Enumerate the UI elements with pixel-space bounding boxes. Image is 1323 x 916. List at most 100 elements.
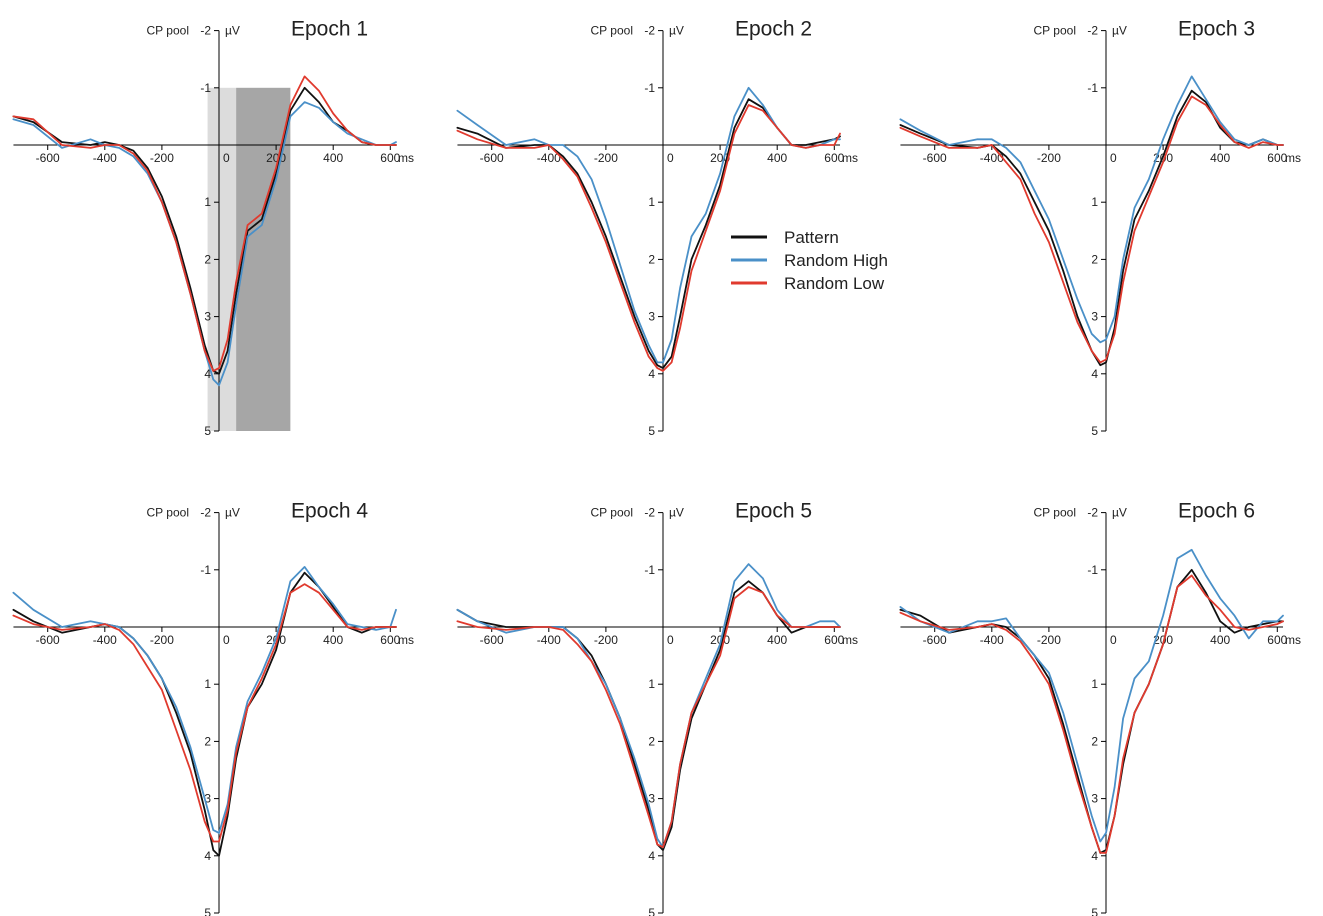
x-tick-label: -600 <box>923 151 947 165</box>
x-tick-label: 0 <box>223 151 230 165</box>
x-tick-label: 400 <box>323 151 343 165</box>
panel-title: Epoch 1 <box>291 18 368 41</box>
panel-title: Epoch 4 <box>291 500 368 523</box>
x-tick-label: -200 <box>150 151 174 165</box>
x-tick-label: 200 <box>266 151 286 165</box>
x-tick-label: -600 <box>923 633 947 647</box>
x-tick-label: -600 <box>480 633 504 647</box>
x-tick-label: -200 <box>1037 151 1061 165</box>
x-tick-label: 0 <box>667 151 674 165</box>
x-tick-label: 600 <box>824 633 844 647</box>
x-tick-label: -400 <box>93 151 117 165</box>
x-tick-label: -600 <box>36 151 60 165</box>
x-tick-label: -200 <box>594 151 618 165</box>
series-line-random-low <box>12 75 397 372</box>
y-tick-label: -2 <box>200 506 211 520</box>
y-unit-label: µV <box>1112 24 1127 38</box>
y-tick-label: 1 <box>1091 195 1098 209</box>
y-tick-label: 5 <box>1091 424 1098 438</box>
x-tick-label: 400 <box>767 151 787 165</box>
x-tick-label: 600 <box>380 633 400 647</box>
y-tick-label: 5 <box>648 906 655 916</box>
y-tick-label: -1 <box>200 563 211 577</box>
series-line-random-low <box>456 586 841 849</box>
y-tick-label: -2 <box>644 506 655 520</box>
series-line-random-high <box>12 566 397 834</box>
x-tick-label: -600 <box>36 633 60 647</box>
series-line-pattern <box>456 98 841 370</box>
y-tick-label: 2 <box>204 734 211 748</box>
panel-title: Epoch 3 <box>1178 18 1255 41</box>
y-tick-label: 5 <box>648 424 655 438</box>
legend: Pattern Random High Random Low <box>731 228 888 293</box>
legend-label-random-low: Random Low <box>784 274 885 293</box>
y-tick-label: -1 <box>644 81 655 95</box>
y-unit-label: µV <box>669 24 684 38</box>
series-line-pattern <box>456 580 841 851</box>
y-tick-label: 2 <box>648 252 655 266</box>
x-tick-label: 400 <box>767 633 787 647</box>
series-line-random-low <box>899 95 1284 364</box>
y-tick-label: 1 <box>204 195 211 209</box>
x-tick-label: 0 <box>1110 633 1117 647</box>
x-tick-label: 400 <box>323 633 343 647</box>
x-tick-label: 0 <box>1110 151 1117 165</box>
series-line-pattern <box>12 86 397 375</box>
y-pool-label: CP pool <box>591 506 633 520</box>
y-tick-label: -2 <box>644 24 655 38</box>
y-tick-label: 4 <box>648 849 655 863</box>
y-pool-label: CP pool <box>591 24 633 38</box>
y-tick-label: 3 <box>1091 310 1098 324</box>
y-tick-label: 5 <box>1091 906 1098 916</box>
legend-label-pattern: Pattern <box>784 228 839 247</box>
y-tick-label: -1 <box>1087 81 1098 95</box>
x-tick-label: -200 <box>150 633 174 647</box>
x-tick-label: -400 <box>980 633 1004 647</box>
x-tick-label: 400 <box>1210 633 1230 647</box>
x-unit-label: ms <box>1285 633 1301 647</box>
y-tick-label: 5 <box>204 424 211 438</box>
x-tick-label: -400 <box>537 151 561 165</box>
x-tick-label: -400 <box>93 633 117 647</box>
series-line-random-low <box>899 574 1284 854</box>
series-line-random-high <box>12 101 397 387</box>
x-unit-label: ms <box>398 633 414 647</box>
x-tick-label: -200 <box>594 633 618 647</box>
x-tick-label: 600 <box>1267 151 1287 165</box>
y-tick-label: 2 <box>648 734 655 748</box>
y-tick-label: 4 <box>648 367 655 381</box>
y-tick-label: -1 <box>200 81 211 95</box>
y-unit-label: µV <box>225 506 240 520</box>
x-unit-label: ms <box>842 633 858 647</box>
x-tick-label: 600 <box>1267 633 1287 647</box>
panel-title: Epoch 6 <box>1178 500 1255 523</box>
y-pool-label: CP pool <box>147 506 189 520</box>
y-tick-label: 1 <box>648 677 655 691</box>
y-tick-label: 1 <box>648 195 655 209</box>
y-tick-label: 3 <box>648 792 655 806</box>
y-tick-label: 4 <box>204 849 211 863</box>
x-tick-label: 0 <box>223 633 230 647</box>
y-tick-label: -2 <box>200 24 211 38</box>
x-tick-label: -400 <box>980 151 1004 165</box>
series-line-random-high <box>456 563 841 849</box>
y-tick-label: -2 <box>1087 506 1098 520</box>
x-tick-label: 600 <box>380 151 400 165</box>
y-tick-label: 4 <box>204 367 211 381</box>
y-pool-label: CP pool <box>147 24 189 38</box>
x-unit-label: ms <box>1285 151 1301 165</box>
x-tick-label: 600 <box>824 151 844 165</box>
y-unit-label: µV <box>669 506 684 520</box>
y-unit-label: µV <box>225 24 240 38</box>
y-tick-label: 4 <box>1091 367 1098 381</box>
y-pool-label: CP pool <box>1034 24 1076 38</box>
y-tick-label: 5 <box>204 906 211 916</box>
x-unit-label: ms <box>842 151 858 165</box>
